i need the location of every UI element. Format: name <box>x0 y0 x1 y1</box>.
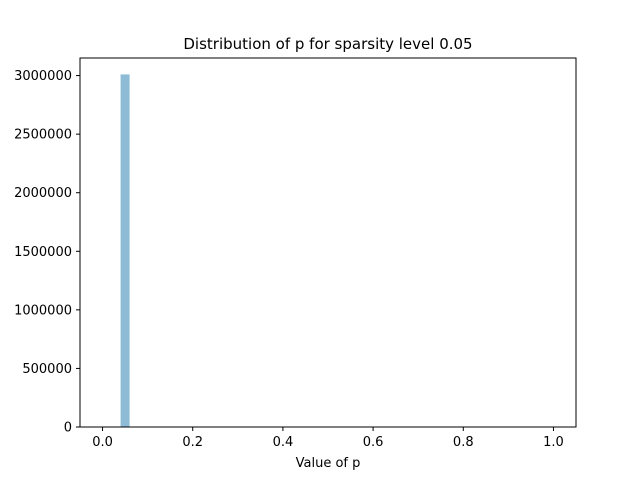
chart-title: Distribution of p for sparsity level 0.0… <box>183 35 472 53</box>
x-axis: 0.0 0.2 0.4 0.6 0.8 1.0 <box>92 427 564 450</box>
y-tick-label-6: 3000000 <box>14 69 72 84</box>
y-tick-label-5: 2500000 <box>14 128 72 143</box>
y-tick-label-3: 1500000 <box>14 245 72 260</box>
y-tick-label-0: 0 <box>64 421 72 436</box>
y-tick-label-1: 500000 <box>22 362 72 377</box>
x-tick-label-5: 1.0 <box>543 435 564 450</box>
y-axis: 0 500000 1000000 1500000 2000000 2500000 30000… <box>14 69 80 436</box>
plot-frame <box>79 57 577 428</box>
x-tick-label-3: 0.6 <box>363 435 384 450</box>
x-tick-label-0: 0.0 <box>92 435 113 450</box>
x-axis-label: Value of p <box>296 456 361 471</box>
x-tick-label-1: 0.2 <box>182 435 203 450</box>
x-tick-label-4: 0.8 <box>453 435 474 450</box>
histogram-bar-0 <box>120 74 130 428</box>
bars-layer <box>120 74 130 428</box>
y-tick-label-4: 2000000 <box>14 186 72 201</box>
y-tick-label-2: 1000000 <box>14 303 72 318</box>
x-tick-label-2: 0.4 <box>273 435 294 450</box>
